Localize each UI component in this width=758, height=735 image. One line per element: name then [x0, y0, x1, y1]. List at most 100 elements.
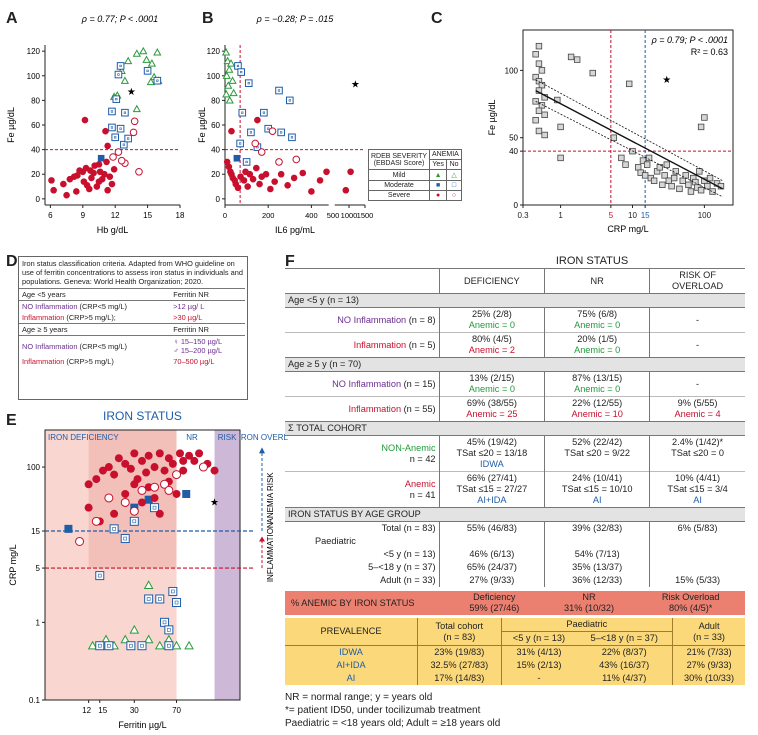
- grey-square-point: [573, 56, 581, 63]
- open-square-point-inner: [156, 79, 159, 82]
- panel-label-c: C: [431, 10, 443, 27]
- grey-square-point: [697, 186, 705, 194]
- open-triangle-point: [124, 56, 133, 65]
- open-triangle-point: [222, 89, 231, 98]
- legend-severe: Severe: [367, 190, 431, 201]
- open-circle-point: [150, 482, 160, 492]
- filled-circle-point: [137, 456, 146, 465]
- grey-square-point: [663, 161, 670, 168]
- filled-circle-point: [110, 166, 118, 173]
- x-tick-label: 500: [327, 211, 340, 220]
- open-circle-point: [109, 153, 117, 161]
- open-square-point-inner: [262, 111, 265, 114]
- f-r1-label: NO Inflammation: [337, 314, 407, 325]
- open-circle-point: [275, 158, 283, 166]
- d-v1: >12 µg/ L: [173, 302, 205, 311]
- filled-circle-point: [85, 185, 93, 193]
- x-tick-label: 0: [223, 211, 227, 220]
- x-tick-label: 10: [628, 211, 637, 220]
- ci-upper: [535, 79, 723, 182]
- y-axis-label: Fe µg/dL: [6, 107, 16, 143]
- open-square-point-inner: [110, 126, 114, 129]
- filled-square-point: [97, 154, 105, 162]
- grey-square-point: [622, 161, 629, 168]
- f-col-overload: RISK OF OVERLOAD: [649, 268, 745, 294]
- filled-circle-point: [179, 456, 188, 465]
- ci-lower: [535, 100, 723, 198]
- f-r6-c3: 10% (4/41): [675, 473, 721, 483]
- y-tick-label: 0: [514, 201, 519, 210]
- open-triangle-point: [143, 634, 154, 644]
- filled-circle-point: [249, 175, 257, 183]
- plot-frame: [44, 429, 241, 701]
- filled-circle-point: [316, 177, 324, 184]
- f-group-lt5: Age <5 y (n = 13): [285, 293, 745, 308]
- x-tick-label: 12: [111, 211, 120, 220]
- filled-circle-point: [63, 191, 70, 199]
- open-square-point: [137, 641, 147, 651]
- y-tick-label: 80: [211, 96, 220, 105]
- open-circle-point: [120, 497, 130, 507]
- f-p-r3: AI: [346, 673, 356, 683]
- panel-f: IRON STATUS DEFICIENCY NR RISK OF OVERLOAD…: [285, 255, 751, 730]
- filled-circle-point: [195, 449, 204, 458]
- arrow-label-anemia: ANEMIA RISK: [266, 472, 275, 524]
- axis-break: [328, 202, 335, 208]
- d-v3f: ♀ 15–150 µg/L: [173, 337, 223, 346]
- open-square-point: [236, 139, 244, 148]
- filled-circle-point: [267, 185, 274, 193]
- grey-square-point: [659, 181, 666, 189]
- grey-square-point: [557, 154, 564, 162]
- zone-label-overload: RISK IRON OVERL: [218, 433, 289, 442]
- open-square-point: [121, 108, 129, 117]
- f-col-nr: NR: [544, 268, 650, 294]
- open-square-point-inner: [123, 111, 127, 114]
- grey-square-point: [709, 188, 716, 195]
- open-triangle-point: [224, 81, 233, 89]
- open-square-point-inner: [123, 536, 128, 541]
- open-triangle-point: [120, 634, 131, 644]
- y-tick-label: 0: [216, 195, 221, 204]
- open-square-point: [164, 625, 174, 635]
- legend-moderate: Moderate: [367, 180, 431, 191]
- open-square-point: [124, 134, 132, 143]
- y-tick-label: 100: [207, 72, 221, 81]
- open-square-point-inner: [249, 131, 253, 134]
- filled-circle-point: [110, 509, 119, 518]
- f-r2-n: (n = 5): [408, 339, 436, 350]
- f-p-r3-1: 17% (14/83): [417, 672, 502, 685]
- filled-circle-point: [155, 449, 164, 458]
- f-p-r1: IDWA: [339, 647, 363, 657]
- panel-label-b: B: [202, 10, 214, 27]
- star-marker: ★: [662, 75, 671, 86]
- open-circle-point: [114, 148, 123, 156]
- open-square-point: [120, 534, 130, 544]
- filled-circle-point: [48, 177, 55, 184]
- legend-mild-no-icon: △: [446, 169, 462, 181]
- f-r5-n: n = 42: [409, 453, 436, 464]
- filled-circle-point: [256, 180, 263, 188]
- panel-label-f: F: [285, 253, 295, 270]
- f-r5-t3: TSat ≤20 = 0: [671, 448, 724, 458]
- open-square-point: [108, 107, 116, 116]
- y-tick-label: 15: [31, 527, 40, 536]
- x-tick-label: 1500: [357, 211, 374, 220]
- f-an2: 31% (10/32): [564, 603, 615, 613]
- f-r4-a1: Anemic = 25: [466, 409, 518, 419]
- f-r6-n: n = 41: [409, 489, 436, 500]
- filled-circle-point: [130, 449, 139, 458]
- open-triangle-point: [132, 49, 141, 57]
- f-r6-c1: 66% (27/41): [466, 473, 517, 483]
- f-p-r1-2: 31% (4/13): [500, 645, 577, 659]
- grey-square-point: [532, 51, 539, 58]
- filled-square-point: [233, 154, 241, 162]
- arrow-label-inflam: INFLAMMATION: [266, 522, 275, 582]
- stat-label: ρ = 0.77; P < .0001: [81, 14, 158, 24]
- f-a1: Total (n = 83): [381, 523, 436, 533]
- grey-square-point: [618, 154, 625, 162]
- open-triangle-point: [143, 580, 154, 590]
- f-r2-c2: 20% (1/5): [577, 334, 618, 344]
- open-triangle-point: [228, 76, 237, 84]
- filled-circle-point: [101, 170, 108, 178]
- anemic-by-status: % ANEMIC BY IRON STATUS Deficiency 59% (2…: [285, 591, 745, 615]
